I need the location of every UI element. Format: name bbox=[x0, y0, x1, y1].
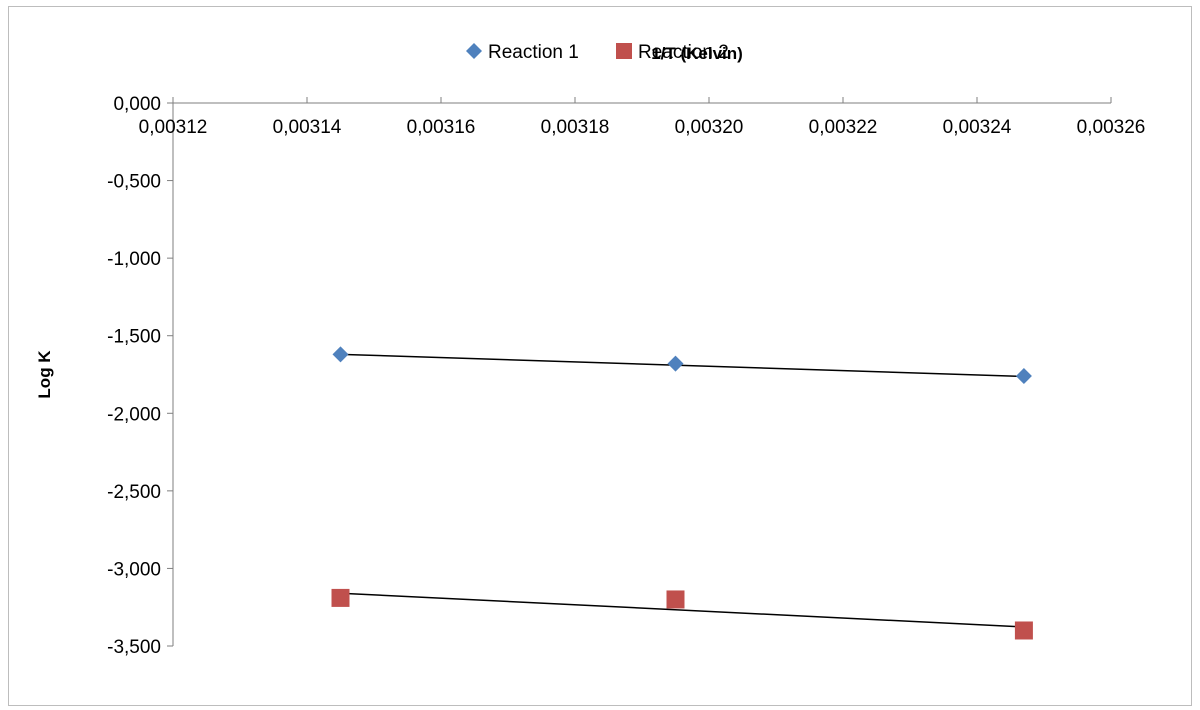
y-tick-label: 0,000 bbox=[113, 94, 161, 115]
x-axis-title: 1/T (Kelvin) bbox=[651, 44, 743, 63]
x-tick-label: 0,00324 bbox=[943, 117, 1012, 138]
x-tick-label: 0,00326 bbox=[1077, 117, 1146, 138]
x-tick-label: 0,00320 bbox=[675, 117, 744, 138]
legend-marker-reaction-1 bbox=[466, 43, 482, 59]
y-axis-title: Log K bbox=[35, 350, 54, 399]
trendline-series-1 bbox=[340, 353, 1024, 378]
y-tick-label: -1,500 bbox=[107, 327, 161, 348]
y-tick-label: -1,000 bbox=[107, 249, 161, 270]
chart-frame bbox=[8, 6, 1192, 706]
y-tick-label: -3,000 bbox=[107, 559, 161, 580]
legend-label-reaction-2: Reaction 2 bbox=[638, 42, 729, 63]
data-point-reaction-2 bbox=[666, 590, 685, 609]
legend: Reaction 1 Reaction 2 bbox=[466, 42, 729, 63]
data-point-reaction-2 bbox=[1014, 621, 1033, 640]
legend-label-reaction-1: Reaction 1 bbox=[488, 42, 579, 63]
y-tick-label: -2,500 bbox=[107, 482, 161, 503]
y-tick-label: -3,500 bbox=[107, 637, 161, 658]
data-point-reaction-1 bbox=[1015, 368, 1032, 385]
x-tick-label: 0,00316 bbox=[407, 117, 476, 138]
trendline-series-2 bbox=[340, 592, 1024, 628]
y-tick-label: -0,500 bbox=[107, 172, 161, 193]
data-point-reaction-1 bbox=[667, 355, 684, 372]
trendlines bbox=[340, 353, 1024, 628]
data-point-reaction-1 bbox=[332, 346, 349, 363]
axes: 0,00312 0,00314 0,00316 0,00318 0,00320 0,003… bbox=[107, 94, 1145, 658]
x-tick-label: 0,00314 bbox=[273, 117, 342, 138]
x-tick-label: 0,00312 bbox=[139, 117, 208, 138]
x-tick-label: 0,00318 bbox=[541, 117, 610, 138]
data-point-reaction-2 bbox=[331, 588, 350, 607]
legend-marker-reaction-2 bbox=[616, 43, 632, 59]
data-points bbox=[331, 346, 1033, 640]
x-tick-label: 0,00322 bbox=[809, 117, 878, 138]
y-tick-label: -2,000 bbox=[107, 404, 161, 425]
